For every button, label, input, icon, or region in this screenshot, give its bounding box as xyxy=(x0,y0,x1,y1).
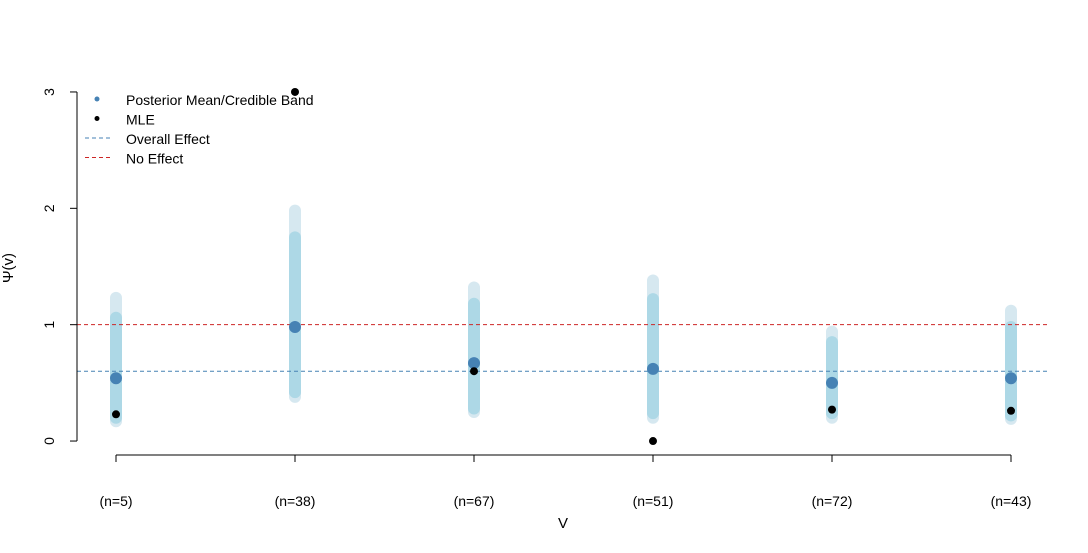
legend-overall-effect-label: Overall Effect xyxy=(126,131,210,147)
y-tick-label: 2 xyxy=(41,204,57,212)
x-tick-label: (n=67) xyxy=(454,493,495,509)
posterior-mean-point xyxy=(826,376,838,389)
x-axis-label: V xyxy=(558,515,568,532)
x-tick-label: (n=43) xyxy=(991,493,1032,509)
legend-posterior-mean-label: Posterior Mean/Credible Band xyxy=(126,92,314,108)
reference-lines xyxy=(77,324,1047,372)
legend-mle-symbol xyxy=(94,116,100,121)
credible-bands xyxy=(110,204,1017,428)
y-tick-label: 1 xyxy=(41,321,57,329)
y-tick-label: 0 xyxy=(41,437,57,445)
posterior-mean-point xyxy=(1005,372,1017,385)
mle-point xyxy=(112,410,120,419)
x-tick-label: (n=5) xyxy=(99,493,132,509)
posterior-mean-point xyxy=(289,321,301,334)
posterior-mean-point xyxy=(110,372,122,385)
mle-point xyxy=(470,367,478,376)
x-tick-label: (n=51) xyxy=(633,493,674,509)
x-tick-label: (n=72) xyxy=(812,493,853,509)
mle-point xyxy=(1007,406,1015,415)
data-points xyxy=(110,87,1017,446)
mle-point xyxy=(291,87,299,96)
mle-point xyxy=(649,437,657,446)
legend-mle-label: MLE xyxy=(126,112,155,128)
legend-no-effect-label: No Effect xyxy=(126,151,183,167)
mle-point xyxy=(828,405,836,414)
x-tick-label: (n=38) xyxy=(275,493,316,509)
posterior-mean-point xyxy=(647,362,659,375)
posterior-mean-point xyxy=(468,357,480,370)
legend: Posterior Mean/Credible Band MLE Overall E… xyxy=(85,92,314,167)
y-tick-label: 3 xyxy=(41,88,57,96)
legend-posterior-mean-symbol xyxy=(94,96,100,102)
axes: 0 1 2 3 (n=5) (n=38) (n=67) (n=51) (n=72) (n=43) xyxy=(41,88,1031,509)
y-axis-label: Ψ(v) xyxy=(0,253,17,283)
